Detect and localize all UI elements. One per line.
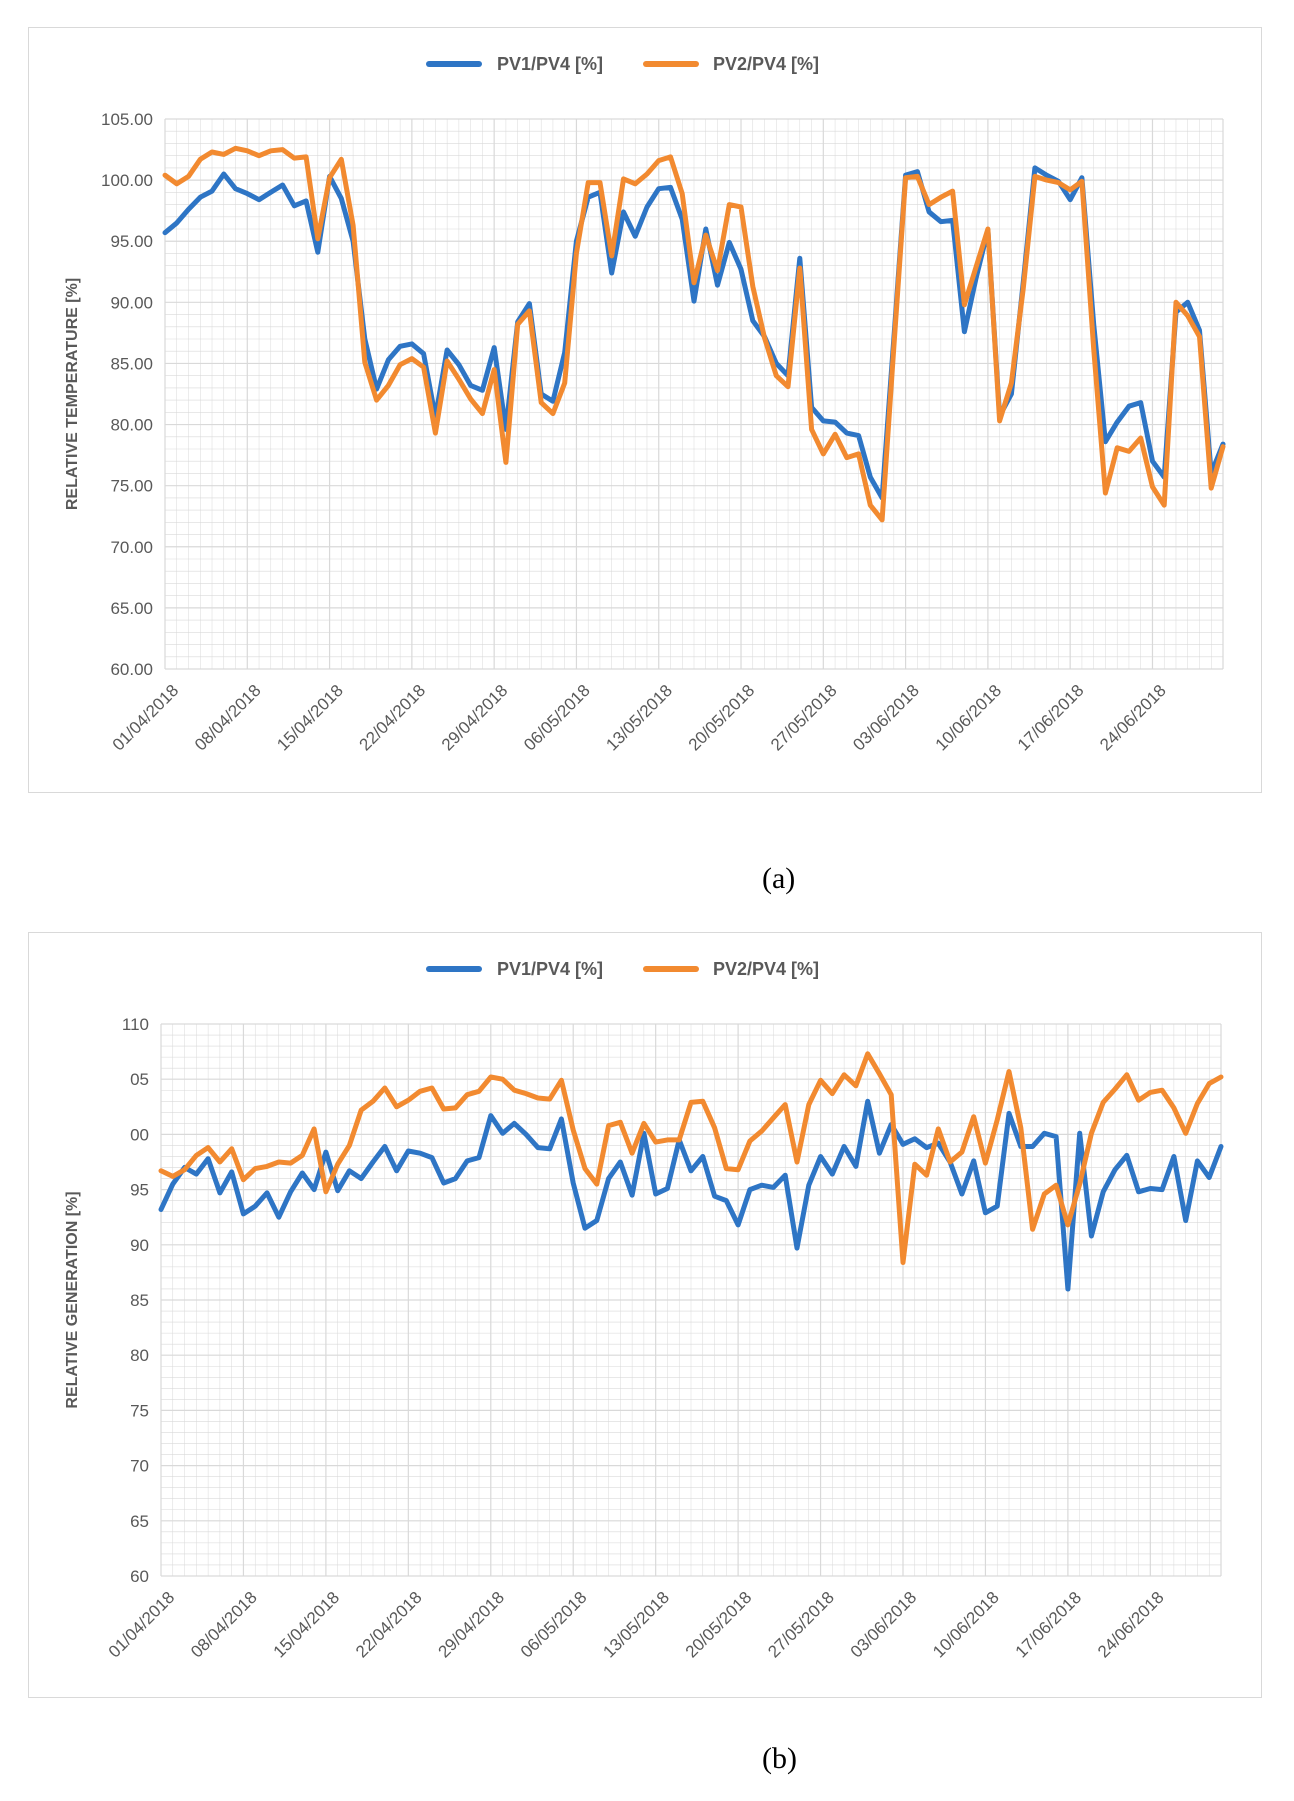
y-tick-label: 80 <box>130 1346 149 1365</box>
y-tick-label: 60 <box>130 1567 149 1586</box>
x-tick-label: 08/04/2018 <box>187 1588 261 1662</box>
legend-label-pv1: PV1/PV4 [%] <box>497 54 603 74</box>
x-tick-label: 29/04/2018 <box>434 1588 508 1662</box>
x-tick-label: 08/04/2018 <box>191 681 265 755</box>
y-tick-label: 75.00 <box>110 477 153 496</box>
grid-a <box>164 118 1224 670</box>
chart-panel-b: 60 65 70 75 80 85 90 95 00 05 110 01/04/2018 08/04/2… <box>28 932 1262 1698</box>
x-tick-label: 20/05/2018 <box>682 1588 756 1662</box>
caption-b: (b) <box>762 1742 797 1775</box>
x-tick-label: 03/06/2018 <box>847 1588 921 1662</box>
series-line-pv1 <box>162 165 1226 501</box>
x-tick-label: 01/04/2018 <box>109 681 183 755</box>
grid-b <box>160 1023 1222 1577</box>
x-tick-label: 17/06/2018 <box>1012 1588 1086 1662</box>
y-tick-label: 95.00 <box>110 232 153 251</box>
y-axis-label: RELATIVE TEMPERATURE [%] <box>64 278 81 510</box>
x-tick-label: 06/05/2018 <box>520 681 594 755</box>
chart-a: 60.00 65.00 70.00 75.00 80.00 85.00 90.00 95.00… <box>64 54 1226 755</box>
y-tick-label: 85 <box>130 1291 149 1310</box>
x-tick-label: 29/04/2018 <box>438 681 512 755</box>
series-line-pv2 <box>158 1051 1224 1265</box>
x-tick-label: 15/04/2018 <box>273 681 347 755</box>
chart-b: 60 65 70 75 80 85 90 95 00 05 110 01/04/2018 08/04/2… <box>64 959 1224 1662</box>
x-tick-label: 27/05/2018 <box>764 1588 838 1662</box>
x-tick-label: 06/05/2018 <box>517 1588 591 1662</box>
legend-label-pv1: PV1/PV4 [%] <box>497 959 603 979</box>
y-tick-label: 65 <box>130 1512 149 1531</box>
y-tick-label: 70.00 <box>110 538 153 557</box>
y-tick-label: 110 <box>122 1015 149 1034</box>
series-line-pv1 <box>158 1098 1224 1292</box>
y-tick-label: 100.00 <box>101 171 153 190</box>
x-tick-label: 24/06/2018 <box>1094 1588 1168 1662</box>
y-tick-label: 05 <box>130 1070 149 1089</box>
y-tick-label: 95 <box>130 1181 149 1200</box>
y-tick-label: 105.00 <box>101 110 153 129</box>
legend-label-pv2: PV2/PV4 [%] <box>713 959 819 979</box>
x-tick-label: 22/04/2018 <box>352 1588 426 1662</box>
y-tick-label: 90 <box>130 1236 149 1255</box>
legend-label-pv2: PV2/PV4 [%] <box>713 54 819 74</box>
x-tick-label: 15/04/2018 <box>270 1588 344 1662</box>
x-tick-label: 13/05/2018 <box>602 681 676 755</box>
series-line-pv2 <box>162 145 1226 523</box>
y-tick-label: 75 <box>130 1401 149 1420</box>
x-tick-label: 17/06/2018 <box>1014 681 1088 755</box>
y-tick-label: 00 <box>130 1125 149 1144</box>
y-tick-label: 60.00 <box>110 660 153 679</box>
y-tick-label: 90.00 <box>110 293 153 312</box>
x-tick-label: 10/06/2018 <box>932 681 1006 755</box>
chart-panel-a: 60.00 65.00 70.00 75.00 80.00 85.00 90.00 95.00… <box>28 27 1262 793</box>
x-tick-label: 22/04/2018 <box>356 681 430 755</box>
y-tick-label: 85.00 <box>110 354 153 373</box>
caption-a: (a) <box>762 862 796 895</box>
y-axis-label: RELATIVE GENERATION [%] <box>64 1191 81 1408</box>
y-tick-label: 80.00 <box>110 416 153 435</box>
y-tick-label: 70 <box>130 1457 149 1476</box>
x-tick-label: 10/06/2018 <box>929 1588 1003 1662</box>
x-tick-label: 24/06/2018 <box>1096 681 1170 755</box>
y-tick-label: 65.00 <box>110 599 153 618</box>
x-tick-label: 20/05/2018 <box>685 681 759 755</box>
x-tick-label: 01/04/2018 <box>105 1588 179 1662</box>
x-tick-label: 27/05/2018 <box>767 681 841 755</box>
x-tick-label: 13/05/2018 <box>599 1588 673 1662</box>
x-tick-label: 03/06/2018 <box>849 681 923 755</box>
